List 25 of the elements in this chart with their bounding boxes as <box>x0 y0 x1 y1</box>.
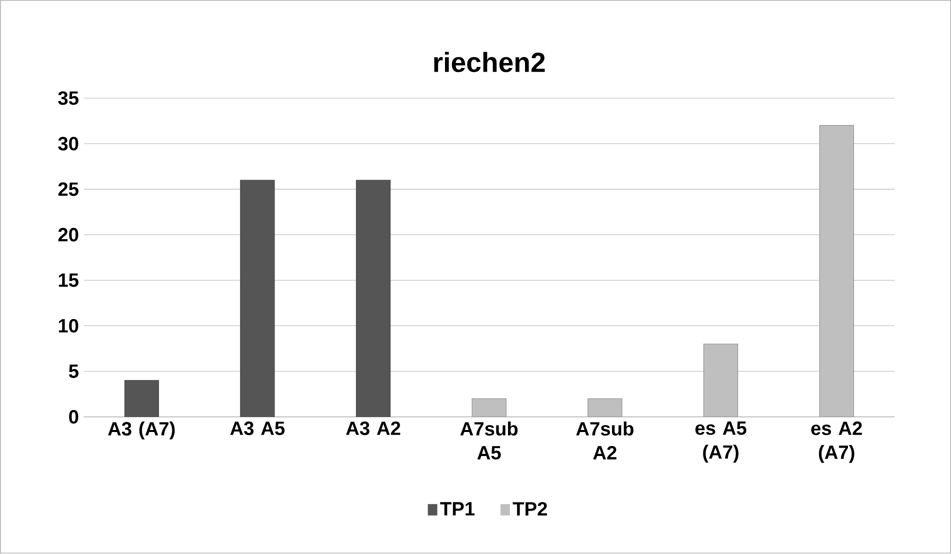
x-tick-label: es A5 (A7) <box>695 422 746 463</box>
y-tick-label: 35 <box>58 92 78 106</box>
bar <box>703 344 738 418</box>
x-tick-label: A7sub A5 <box>460 422 518 460</box>
y-tick-label: 10 <box>58 319 78 333</box>
bar <box>819 125 854 418</box>
x-tick-label: es A2 (A7) <box>811 422 862 464</box>
y-tick-label: 30 <box>58 137 78 151</box>
bar <box>240 180 275 418</box>
y-tick-label: 5 <box>68 364 78 378</box>
y-tick-label: 25 <box>58 182 78 196</box>
x-tick-label: A3 A2 <box>346 422 400 436</box>
chart-title: riechen2 <box>434 52 545 72</box>
x-tick-label: A7sub A2 <box>576 422 634 460</box>
legend-label: TP1 <box>440 502 475 516</box>
legend-label: TP2 <box>512 502 547 516</box>
bar <box>356 180 391 418</box>
bar <box>124 380 159 418</box>
x-tick-label: A3 A5 <box>230 422 285 436</box>
bar <box>472 398 506 418</box>
bar <box>588 398 622 418</box>
x-tick-label: A3 (A7) <box>108 422 175 440</box>
y-tick-label: 0 <box>69 410 78 424</box>
y-tick-label: 20 <box>58 228 78 242</box>
y-tick-label: 15 <box>58 274 78 288</box>
